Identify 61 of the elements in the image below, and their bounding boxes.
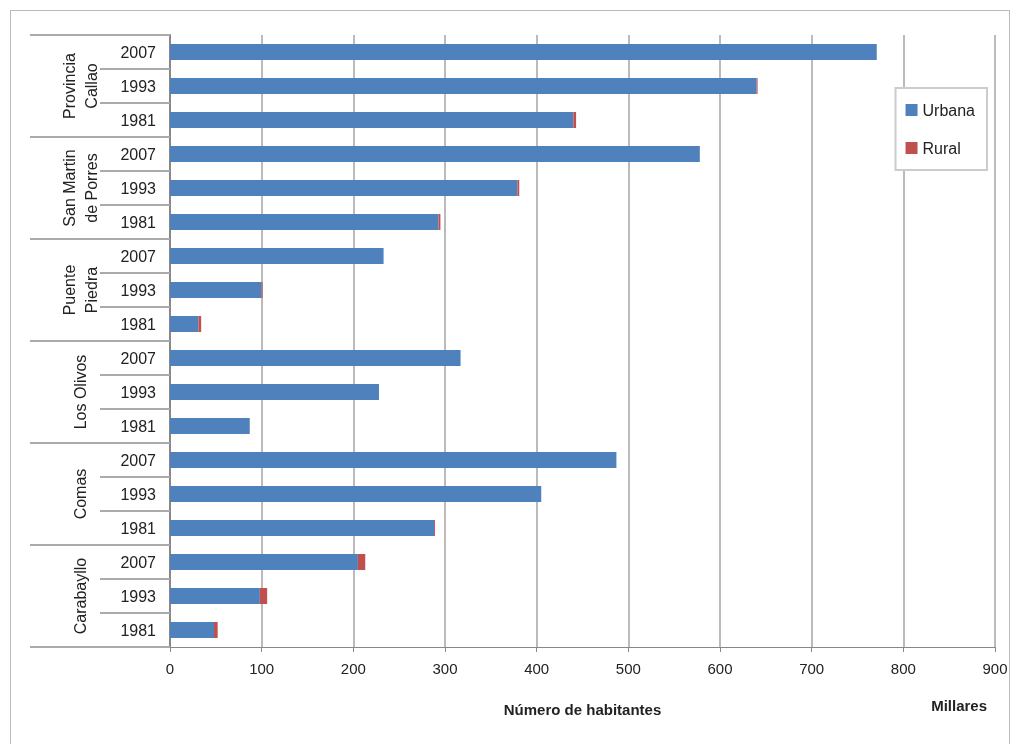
bar: [170, 44, 877, 60]
y-tick-label: 1981: [120, 417, 157, 435]
text: San Martin de Porres: [60, 149, 100, 227]
bar: [357, 554, 366, 570]
y-tick-label: 1993: [120, 77, 157, 95]
y-tick-label: 1993: [120, 281, 157, 299]
bar: [214, 622, 218, 638]
bar: [170, 146, 700, 162]
y-tick-label: 1993: [120, 179, 157, 197]
bar: [170, 180, 518, 196]
text: Provincia Callao: [60, 53, 100, 119]
y-tick-label: 2007: [120, 451, 157, 469]
bar: [170, 622, 214, 638]
y-tick-label: 2007: [120, 553, 157, 571]
legend-label: Rural: [922, 139, 961, 157]
bar: [170, 248, 384, 264]
text: Los Olivos: [71, 354, 89, 430]
y-tick-label: 1981: [120, 621, 157, 639]
text: Comas: [71, 468, 89, 520]
bar: [170, 486, 542, 502]
bar: [170, 78, 757, 94]
bar: [170, 452, 617, 468]
x-tick-label: 0: [165, 660, 175, 677]
x-tick-label: 800: [890, 660, 916, 677]
text: Carabayllo: [71, 557, 89, 635]
y-tick-label: 1981: [120, 519, 157, 537]
bar: [170, 282, 262, 298]
bar: [573, 112, 577, 128]
y-tick-label: 1981: [120, 315, 157, 333]
x-tick-label: 300: [432, 660, 458, 677]
y-tick-label: 2007: [120, 349, 157, 367]
bar: [170, 554, 358, 570]
bar: [170, 520, 434, 536]
bar: [198, 316, 202, 332]
y-tick-label: 1981: [120, 111, 157, 129]
y-tick-label: 1993: [120, 587, 157, 605]
bar: [170, 316, 199, 332]
y-tick-label: 2007: [120, 43, 157, 61]
x-tick-label: 100: [249, 660, 275, 677]
bar: [170, 112, 574, 128]
x-axis-title: Número de habitantes: [503, 701, 662, 718]
bar: [170, 588, 260, 604]
y-tick-label: 1993: [120, 383, 157, 401]
x-tick-label: 700: [799, 660, 825, 677]
bar: [170, 384, 379, 400]
bar: [259, 588, 268, 604]
bar: [170, 214, 439, 230]
x-tick-label: 900: [982, 660, 1008, 677]
x-tick-label: 200: [340, 660, 366, 677]
y-tick-label: 2007: [120, 247, 157, 265]
text: Millares: [931, 697, 988, 714]
x-tick-label: 500: [615, 660, 641, 677]
legend-label: Urbana: [922, 101, 976, 119]
x-tick-label: 600: [707, 660, 733, 677]
y-tick-label: 1993: [120, 485, 157, 503]
bar: [170, 418, 250, 434]
x-tick-label: 400: [524, 660, 550, 677]
y-tick-label: 1981: [120, 213, 157, 231]
y-tick-label: 2007: [120, 145, 157, 163]
text: Puente Piedra: [60, 264, 100, 316]
bar: [170, 350, 461, 366]
